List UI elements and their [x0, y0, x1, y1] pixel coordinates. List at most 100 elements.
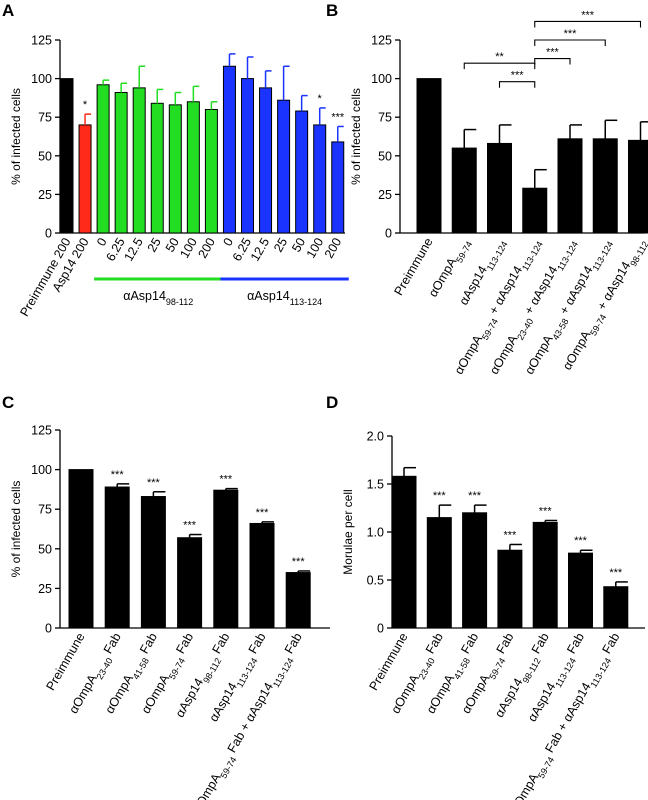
y-tick-label: 0.5	[367, 574, 384, 588]
panel-label-a: A	[2, 1, 14, 20]
x-tick-label: 50	[163, 235, 182, 254]
bracket-label: ***	[581, 9, 595, 21]
y-tick-label: 50	[38, 542, 52, 556]
y-tick-label: 125	[31, 424, 52, 438]
y-axis-label: Morulae per cell	[341, 489, 355, 574]
bar	[213, 489, 239, 629]
y-tick-label: 0	[45, 227, 52, 241]
bracket-label: ***	[564, 28, 578, 40]
y-axis-label: % of infected cells	[9, 88, 23, 185]
significance-label: ***	[256, 507, 270, 519]
y-tick-label: 50	[378, 149, 392, 163]
bar	[249, 522, 275, 629]
significance-bracket	[498, 81, 536, 88]
significance-label: ***	[183, 520, 197, 532]
bar	[285, 572, 311, 629]
panel-label-b: B	[326, 1, 338, 20]
bar	[416, 78, 442, 234]
bracket-label: ***	[546, 47, 560, 59]
significance-label: ***	[111, 469, 125, 481]
significance-label: ***	[433, 490, 447, 502]
group-label: αAsp14113-124	[247, 289, 322, 307]
bar	[592, 138, 618, 234]
bar	[331, 141, 345, 234]
significance-label: ***	[539, 505, 553, 517]
bar	[204, 108, 218, 234]
bar	[451, 147, 477, 234]
y-tick-label: 0	[377, 622, 384, 636]
bar	[140, 496, 166, 629]
bar	[222, 65, 236, 234]
significance-label: ***	[219, 474, 233, 486]
bracket-label: ***	[511, 70, 525, 82]
y-tick-label: 0	[45, 622, 52, 636]
bar	[186, 101, 200, 234]
bar	[628, 139, 648, 234]
y-tick-label: 100	[31, 72, 52, 86]
bar	[391, 475, 417, 629]
x-tick-label: 0	[94, 235, 110, 248]
x-tick-label: 100	[304, 235, 327, 260]
y-tick-label: 100	[371, 72, 392, 86]
bar	[532, 521, 558, 629]
x-tick-label: 200	[195, 235, 218, 260]
panel-label-d: D	[326, 393, 338, 412]
y-axis-label: % of infected cells	[9, 481, 23, 578]
significance-bracket	[534, 57, 571, 65]
bar	[497, 549, 523, 629]
bar	[60, 78, 74, 234]
bar	[462, 512, 488, 629]
x-tick-label: 6.25	[230, 235, 254, 263]
y-tick-label: 75	[38, 503, 52, 517]
y-tick-label: 125	[371, 34, 392, 48]
bar	[78, 124, 92, 234]
significance-bracket	[534, 20, 642, 28]
bar	[522, 187, 548, 234]
bar	[132, 87, 146, 234]
y-axis-label: % of infected cells	[349, 88, 363, 185]
bar	[277, 99, 291, 234]
y-tick-label: 50	[38, 149, 52, 163]
significance-label: ***	[609, 567, 623, 579]
bar	[114, 91, 128, 234]
x-tick-label: 12.5	[248, 235, 272, 263]
bar	[603, 586, 629, 629]
bar	[177, 537, 203, 629]
x-tick-label: 25	[145, 235, 164, 254]
x-tick-label: 25	[271, 235, 290, 254]
y-tick-label: 25	[38, 188, 52, 202]
bracket-label: **	[495, 51, 504, 63]
x-tick-label: 100	[177, 235, 200, 260]
significance-label: *	[83, 99, 88, 111]
x-tick-label: 12.5	[122, 235, 146, 263]
bar	[568, 552, 593, 629]
y-tick-label: 125	[31, 34, 52, 48]
significance-label: ***	[147, 477, 161, 489]
y-tick-label: 1.0	[367, 526, 384, 540]
significance-label: ***	[574, 535, 588, 547]
bar	[68, 469, 94, 629]
x-tick-label: 50	[289, 235, 308, 254]
bar	[426, 517, 452, 629]
y-tick-label: 0	[385, 227, 392, 241]
y-tick-label: 100	[31, 463, 52, 477]
x-tick-label: 200	[322, 235, 345, 260]
y-tick-label: 75	[38, 111, 52, 125]
significance-label: ***	[468, 490, 482, 502]
y-tick-label: 25	[378, 188, 392, 202]
bar	[295, 110, 309, 234]
significance-label: ***	[331, 111, 345, 123]
x-tick-label: 0	[220, 235, 236, 248]
x-tick-label: 6.25	[103, 235, 127, 263]
significance-bracket	[534, 39, 606, 46]
bar	[313, 124, 327, 234]
y-tick-label: 2.0	[367, 430, 384, 444]
significance-label: ***	[292, 556, 306, 568]
panel-label-c: C	[2, 393, 14, 412]
bar	[96, 84, 110, 234]
